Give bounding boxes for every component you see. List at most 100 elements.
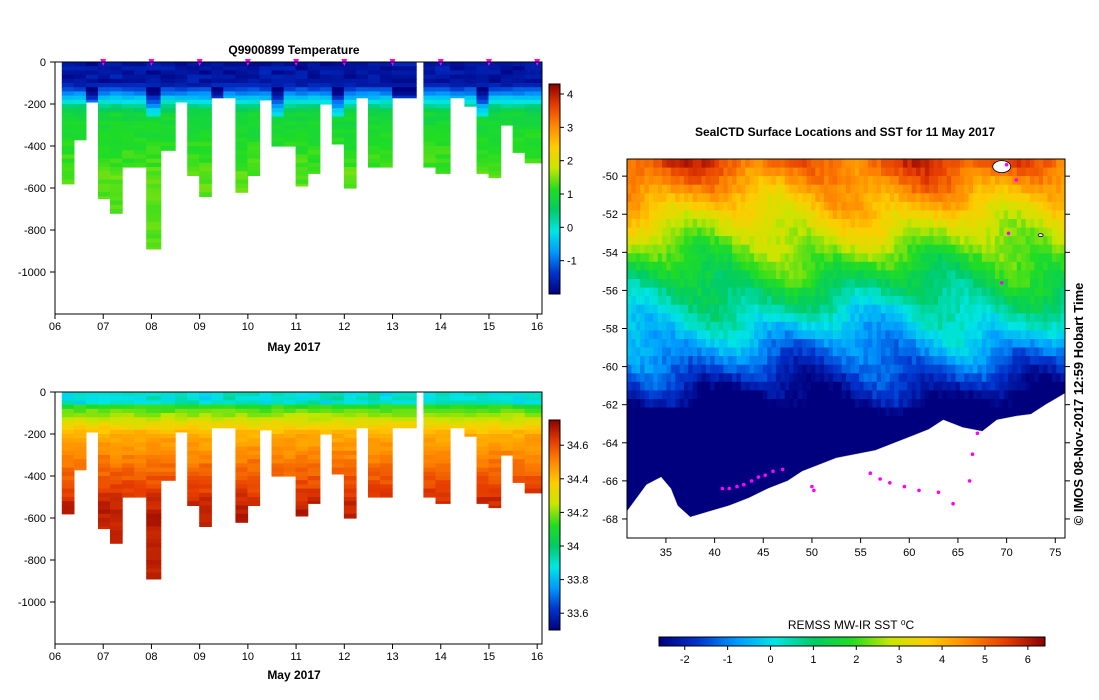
sst-cell <box>867 210 873 220</box>
sst-cell <box>797 304 803 314</box>
section-cell <box>380 78 393 84</box>
sst-cell <box>692 184 698 194</box>
sst-cell <box>719 167 724 177</box>
sst-cell <box>951 296 956 306</box>
sst-cell <box>657 279 663 289</box>
sst-cell <box>683 304 689 314</box>
sst-cell <box>1008 279 1013 289</box>
sst-cell <box>938 261 943 271</box>
sst-cell <box>819 261 825 271</box>
sst-cell <box>797 184 803 194</box>
section-cell <box>295 421 309 427</box>
section-cell <box>500 108 514 113</box>
sst-cell <box>688 433 694 443</box>
sst-cell <box>990 407 996 417</box>
sst-cell <box>1012 330 1018 340</box>
section-cell <box>295 446 309 452</box>
sst-cell <box>745 219 751 229</box>
sst-cell <box>627 167 632 177</box>
sst-cell <box>907 261 913 271</box>
sst-cell <box>859 416 864 426</box>
sst-cell <box>911 184 917 194</box>
sst-cell <box>876 390 882 400</box>
sst-cell <box>1012 253 1018 263</box>
section-cell <box>307 463 321 469</box>
sst-cell <box>635 330 641 340</box>
section-cell <box>271 467 285 473</box>
section-cell <box>146 70 162 76</box>
sst-cell <box>736 176 742 186</box>
section-cell <box>110 150 123 155</box>
section-cell <box>295 488 309 494</box>
sst-cell <box>736 416 742 426</box>
section-cell <box>146 196 162 202</box>
sst-cell <box>924 296 930 306</box>
sst-cell <box>802 433 808 443</box>
sst-cell <box>955 193 961 203</box>
sst-cell <box>872 304 878 314</box>
y-tick-label: 0 <box>40 387 46 399</box>
section-cell <box>146 543 162 548</box>
section-cell <box>331 442 345 448</box>
section-cell <box>307 87 321 92</box>
sst-cell <box>754 176 759 186</box>
sst-cell <box>749 347 755 357</box>
sst-cell <box>920 279 926 289</box>
sst-cell <box>902 313 908 323</box>
sst-cell <box>964 279 970 289</box>
section-cell <box>476 492 490 498</box>
sst-cell <box>933 279 939 289</box>
sst-cell <box>867 364 873 374</box>
sst-cell <box>789 373 794 383</box>
sst-cell <box>881 373 886 383</box>
sst-cell <box>916 219 921 229</box>
sst-cell <box>832 219 838 229</box>
sst-cell <box>846 313 851 323</box>
section-cell <box>524 146 542 151</box>
sst-cell <box>679 381 685 391</box>
sst-cell <box>872 167 878 177</box>
sst-cell <box>732 244 737 254</box>
sst-cell <box>981 159 987 169</box>
sst-cell <box>881 210 886 220</box>
sst-cell <box>705 313 711 323</box>
sst-cell <box>876 176 882 186</box>
sst-cell <box>859 167 864 177</box>
sst-cell <box>946 279 952 289</box>
section-cell <box>512 450 526 456</box>
section-cell <box>524 112 542 118</box>
sst-cell <box>727 390 733 400</box>
sst-cell <box>942 330 948 340</box>
sst-cell <box>811 167 816 177</box>
section-cell <box>187 158 200 164</box>
sst-cell <box>762 373 768 383</box>
sst-cell <box>916 253 921 263</box>
section-cell <box>423 108 437 113</box>
sst-cell <box>854 261 860 271</box>
section-cell <box>295 120 309 126</box>
sst-cell <box>627 236 632 246</box>
section-cell <box>476 438 490 443</box>
section-cell <box>271 417 285 422</box>
sst-cell <box>670 184 676 194</box>
section-cell <box>247 488 261 494</box>
sst-cell <box>710 244 716 254</box>
sst-cell <box>688 424 694 434</box>
sst-cell <box>964 399 970 409</box>
section-cell <box>61 120 75 126</box>
sst-cell <box>981 279 987 289</box>
sst-cell <box>902 287 908 297</box>
section-cell <box>488 146 502 151</box>
section-cell <box>271 408 285 414</box>
section-cell <box>423 162 437 168</box>
sst-cell <box>683 416 689 426</box>
section-cell <box>98 408 111 414</box>
sst-cell <box>955 407 961 417</box>
section-cell <box>331 137 345 143</box>
sst-cell <box>644 296 650 306</box>
sst-cell <box>780 424 786 434</box>
section-cell <box>295 459 309 464</box>
sst-cell <box>705 201 711 211</box>
colorbar-tick-label: 1 <box>567 189 573 201</box>
section-cell <box>488 125 502 130</box>
